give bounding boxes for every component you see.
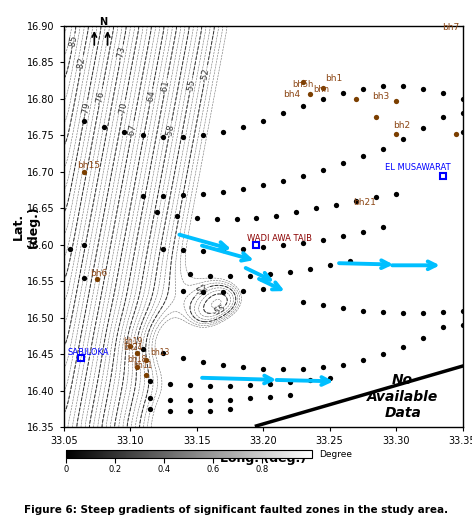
Text: -64: -64: [145, 90, 157, 105]
Text: bh6: bh6: [90, 269, 108, 278]
Text: SABILOKA: SABILOKA: [67, 348, 110, 356]
Text: bh3: bh3: [372, 92, 389, 101]
Text: bhn: bhn: [314, 85, 330, 94]
Text: -52: -52: [194, 283, 210, 298]
Text: -55: -55: [211, 304, 227, 318]
Text: bh19: bh19: [124, 337, 143, 346]
Text: -58: -58: [164, 123, 176, 138]
Y-axis label: Lat.
(deg.): Lat. (deg.): [11, 205, 40, 248]
Text: -52: -52: [200, 68, 211, 83]
Text: bh2: bh2: [394, 121, 411, 130]
Text: Degree: Degree: [319, 450, 352, 459]
Text: bh13: bh13: [150, 348, 169, 356]
Text: bh4: bh4: [283, 90, 300, 99]
Text: N: N: [100, 17, 108, 26]
Text: -82: -82: [76, 56, 87, 71]
Text: bh5h: bh5h: [292, 80, 314, 89]
Text: bh11: bh11: [133, 362, 152, 370]
Text: bh15: bh15: [77, 162, 100, 170]
Text: bh18: bh18: [127, 355, 147, 364]
Text: WADI AWA TAIB: WADI AWA TAIB: [247, 235, 312, 243]
Text: bh24: bh24: [124, 343, 143, 352]
Text: EL MUSAWARAT: EL MUSAWARAT: [386, 163, 451, 172]
Text: Figure 6: Steep gradients of significant faulted zones in the study area.: Figure 6: Steep gradients of significant…: [24, 506, 448, 515]
Text: -70: -70: [118, 101, 129, 116]
Text: -85: -85: [67, 35, 79, 50]
Text: bh1: bh1: [326, 74, 343, 83]
Text: -61: -61: [160, 79, 171, 94]
Text: -73: -73: [116, 46, 127, 61]
Text: -79: -79: [80, 101, 92, 116]
Text: bh21: bh21: [354, 198, 376, 207]
Text: No
Available
Data: No Available Data: [367, 373, 438, 420]
Text: -67: -67: [126, 123, 138, 138]
Text: -76: -76: [95, 90, 106, 105]
Text: bh7: bh7: [443, 23, 460, 32]
X-axis label: Long. (deg.): Long. (deg.): [220, 452, 306, 465]
Text: -55: -55: [185, 79, 196, 94]
